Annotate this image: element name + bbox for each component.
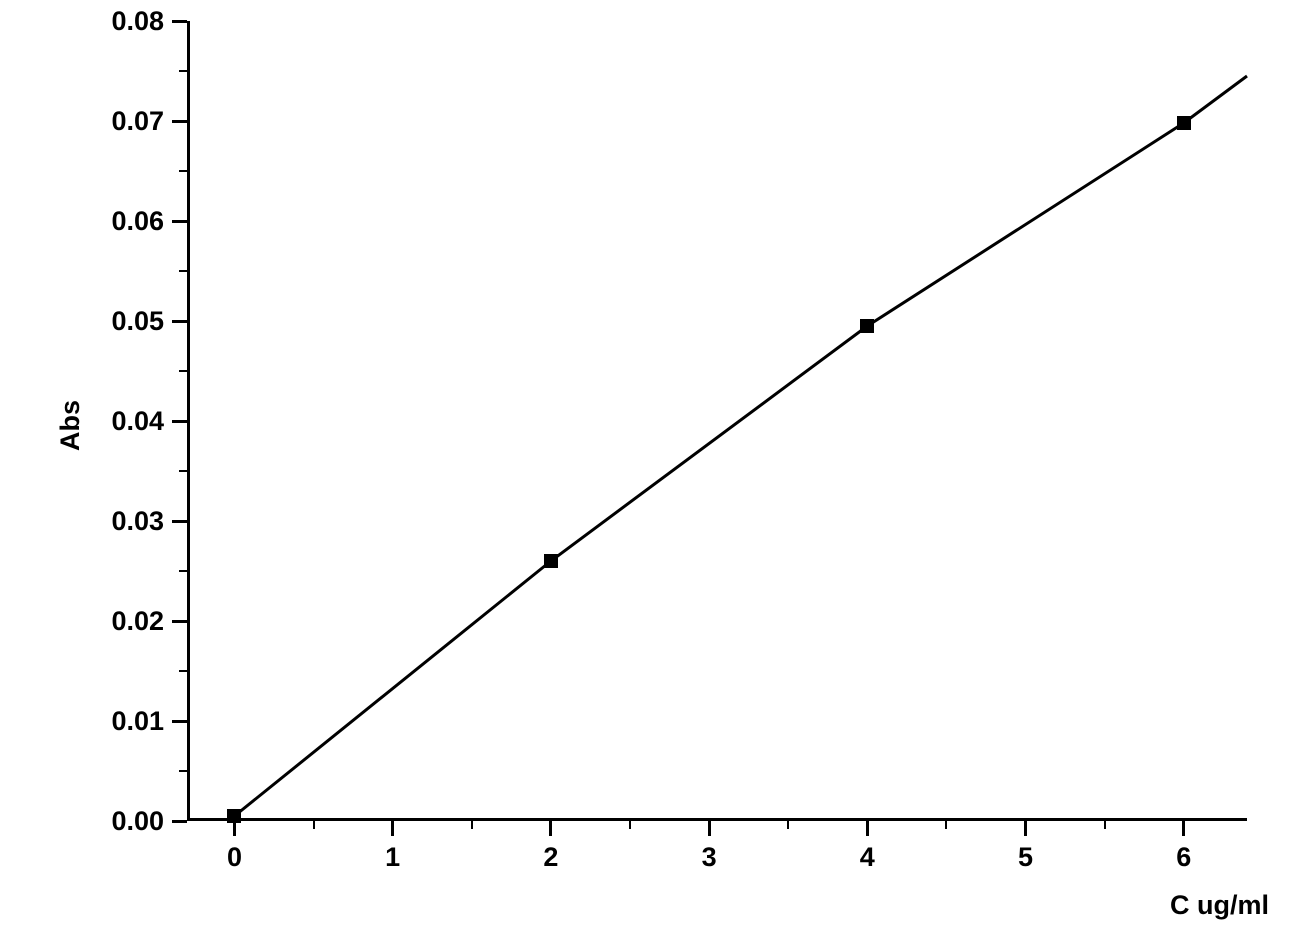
x-tick-major [233,821,236,836]
x-tick-label: 5 [1016,842,1036,873]
y-tick-major [172,20,187,23]
x-tick-label: 4 [857,842,877,873]
x-tick-minor [313,821,315,829]
y-tick-major [172,520,187,523]
y-tick-label: 0.03 [111,506,164,537]
plot-area [187,21,1247,821]
y-tick-major [172,820,187,823]
x-tick-major [391,821,394,836]
x-tick-major [549,821,552,836]
chart-container: Abs C ug/ml 0.00 0.01 0.02 0.03 0.04 0.05 0.06… [0,0,1299,926]
y-tick-minor [179,270,187,272]
y-tick-minor [179,770,187,772]
x-axis-label: C ug/ml [1170,890,1269,921]
x-tick-major [1024,821,1027,836]
x-tick-minor [945,821,947,829]
y-tick-major [172,620,187,623]
y-tick-minor [179,170,187,172]
y-tick-label: 0.08 [111,6,164,37]
x-tick-minor [471,821,473,829]
y-tick-major [172,220,187,223]
data-marker [1177,116,1191,130]
x-tick-major [866,821,869,836]
y-tick-label: 0.00 [111,806,164,837]
x-tick-major [708,821,711,836]
y-tick-major [172,720,187,723]
data-marker [860,319,874,333]
x-tick-label: 6 [1174,842,1194,873]
x-tick-minor [1104,821,1106,829]
y-tick-major [172,120,187,123]
y-tick-minor [179,70,187,72]
x-tick-minor [787,821,789,829]
x-tick-label: 2 [541,842,561,873]
y-tick-major [172,320,187,323]
y-tick-label: 0.06 [111,206,164,237]
x-tick-label: 0 [224,842,244,873]
y-axis-label: Abs [55,400,86,451]
y-tick-label: 0.04 [111,406,164,437]
data-marker [544,554,558,568]
y-tick-label: 0.05 [111,306,164,337]
x-tick-label: 1 [383,842,403,873]
x-tick-major [1182,821,1185,836]
y-tick-label: 0.01 [111,706,164,737]
y-tick-minor [179,370,187,372]
data-marker [227,809,241,823]
y-tick-label: 0.07 [111,106,164,137]
y-tick-minor [179,570,187,572]
x-tick-label: 3 [699,842,719,873]
y-tick-minor [179,470,187,472]
x-tick-minor [629,821,631,829]
y-tick-major [172,420,187,423]
y-tick-label: 0.02 [111,606,164,637]
y-tick-minor [179,670,187,672]
